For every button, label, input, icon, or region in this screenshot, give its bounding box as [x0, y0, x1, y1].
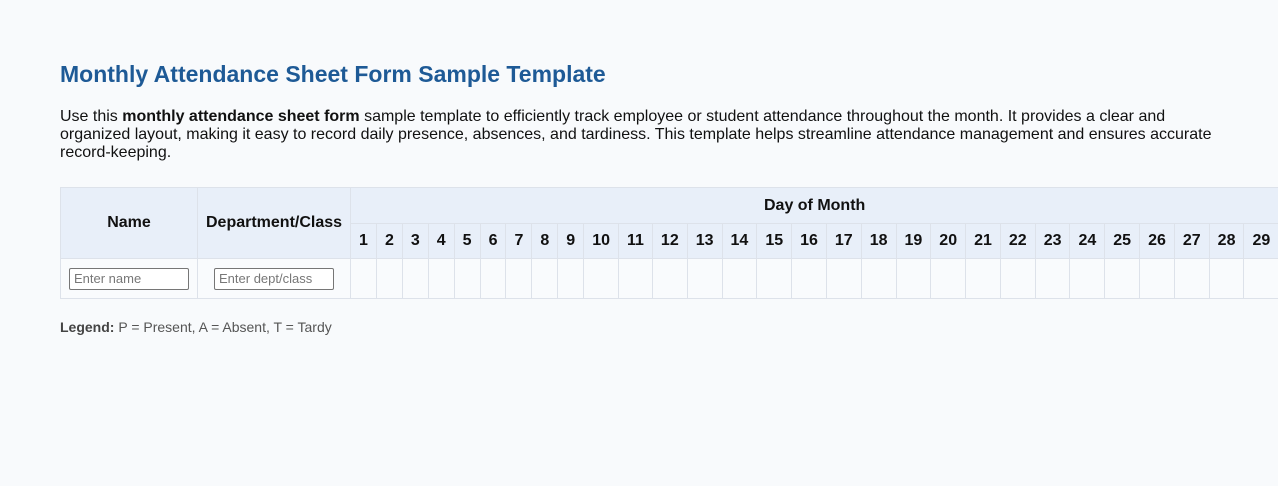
- day-header: 2: [375, 223, 403, 259]
- name-input[interactable]: [69, 267, 189, 290]
- attendance-cell[interactable]: [756, 258, 793, 299]
- attendance-cell[interactable]: [350, 258, 377, 299]
- day-header: 13: [686, 223, 723, 259]
- legend-label: Legend:: [60, 319, 115, 335]
- attendance-cell[interactable]: [557, 258, 585, 299]
- attendance-cell[interactable]: [895, 258, 932, 299]
- dept-cell: [196, 258, 352, 299]
- day-header: 4: [427, 223, 455, 259]
- day-header: 26: [1139, 223, 1175, 259]
- attendance-cell[interactable]: [401, 258, 429, 299]
- day-header: 15: [756, 223, 793, 259]
- department-header: Department/Class: [196, 187, 352, 259]
- page-container: Monthly Attendance Sheet Form Sample Tem…: [60, 60, 1278, 335]
- attendance-cell[interactable]: [791, 258, 827, 299]
- day-header: 21: [965, 223, 1001, 259]
- name-header: Name: [60, 187, 198, 259]
- dept-input[interactable]: [214, 267, 335, 290]
- attendance-cell[interactable]: [375, 258, 403, 299]
- day-header: 11: [618, 223, 653, 259]
- day-of-month-header: Day of Month: [350, 187, 1278, 224]
- day-header: 3: [401, 223, 429, 259]
- day-header: 9: [557, 223, 585, 259]
- attendance-cell[interactable]: [1208, 258, 1245, 299]
- day-header: 25: [1104, 223, 1141, 259]
- attendance-cell[interactable]: [1173, 258, 1210, 299]
- attendance-cell[interactable]: [583, 258, 619, 299]
- page-title: Monthly Attendance Sheet Form Sample Tem…: [60, 61, 606, 87]
- attendance-cell[interactable]: [1139, 258, 1175, 299]
- description-text: Use this: [60, 108, 123, 125]
- attendance-cell[interactable]: [531, 258, 559, 299]
- day-header: 19: [895, 223, 932, 259]
- day-header: 20: [930, 223, 967, 259]
- page-description: Use this monthly attendance sheet form s…: [60, 108, 1220, 162]
- attendance-cell[interactable]: [721, 258, 758, 299]
- day-header: 12: [651, 223, 688, 259]
- day-header: 10: [583, 223, 619, 259]
- attendance-cell[interactable]: [1243, 258, 1278, 299]
- day-header: 7: [505, 223, 533, 259]
- day-header: 24: [1069, 223, 1106, 259]
- day-header: 5: [453, 223, 481, 259]
- day-header: 18: [860, 223, 897, 259]
- day-header: 8: [531, 223, 559, 259]
- day-header: 16: [791, 223, 827, 259]
- attendance-cell[interactable]: [618, 258, 653, 299]
- attendance-cell[interactable]: [825, 258, 862, 299]
- day-header: 28: [1208, 223, 1245, 259]
- attendance-cell[interactable]: [1069, 258, 1106, 299]
- day-header: 22: [999, 223, 1036, 259]
- attendance-cell[interactable]: [965, 258, 1001, 299]
- day-header: 1: [350, 223, 377, 259]
- day-header: 27: [1173, 223, 1210, 259]
- day-header: 6: [479, 223, 507, 259]
- day-header: 14: [721, 223, 758, 259]
- attendance-cell[interactable]: [1034, 258, 1071, 299]
- attendance-cell[interactable]: [479, 258, 507, 299]
- description-bold: monthly attendance sheet form: [122, 108, 360, 125]
- attendance-cell[interactable]: [999, 258, 1036, 299]
- day-header: 29: [1243, 223, 1278, 259]
- description-text-rest: sample template to efficiently track emp…: [60, 108, 1212, 161]
- attendance-cell[interactable]: [453, 258, 481, 299]
- attendance-cell[interactable]: [930, 258, 967, 299]
- day-header: 23: [1034, 223, 1071, 259]
- attendance-cell[interactable]: [686, 258, 723, 299]
- attendance-cell[interactable]: [505, 258, 533, 299]
- legend: Legend: P = Present, A = Absent, T = Tar…: [60, 319, 1278, 335]
- table-row: [60, 258, 1278, 299]
- attendance-cell[interactable]: [1104, 258, 1141, 299]
- legend-text: P = Present, A = Absent, T = Tardy: [114, 319, 332, 335]
- attendance-cell[interactable]: [651, 258, 688, 299]
- day-header: 17: [825, 223, 862, 259]
- name-cell: [60, 258, 198, 299]
- attendance-cell[interactable]: [427, 258, 455, 299]
- attendance-cell[interactable]: [860, 258, 897, 299]
